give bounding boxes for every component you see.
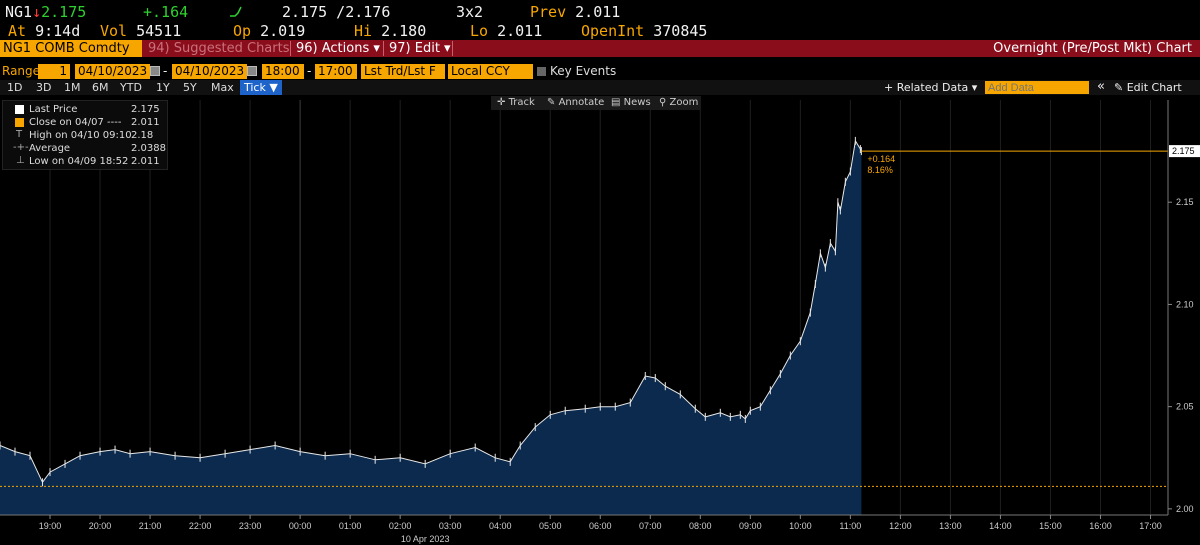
period-1y[interactable]: 1Y [156,81,170,94]
bid-ask: 2.175 /2.176 [282,3,391,21]
last-price-tag-bg [1169,145,1200,158]
quote-line-2: At 9:14d [8,22,81,40]
track-tool[interactable]: ✛ Track [497,97,535,108]
last-time: 9:14d [35,22,81,40]
x-tick-label: 11:00 [839,521,861,531]
period-5y[interactable]: 5Y [183,81,197,94]
high-marker-icon: T [16,129,23,140]
x-tick-label: 23:00 [239,521,262,531]
key-events-checkbox[interactable] [537,67,546,76]
tick-dropdown[interactable]: Tick ▼ [240,80,282,95]
collapse-button[interactable]: « [1097,79,1105,94]
period-1m[interactable]: 1M [64,81,81,94]
high-price: Hi 2.180 [354,22,427,40]
x-tick-label: 08:00 [689,521,712,531]
bid-ask-size: 3x2 [456,3,484,21]
x-tick-label: 09:00 [739,521,762,531]
net-change: +.164 [143,3,189,21]
period-max[interactable]: Max [211,81,234,94]
suggested-charts-menu[interactable]: 94) Suggested Charts [148,41,290,56]
related-data-menu[interactable]: + Related Data ▾ [884,81,978,94]
x-tick-label: 02:00 [389,521,412,531]
x-tick-label: 06:00 [589,521,612,531]
add-data-input[interactable] [985,81,1089,94]
period-ytd[interactable]: YTD [120,81,142,94]
zoom-tool[interactable]: ⚲ Zoom [659,97,699,108]
volume: Vol 54511 [100,22,182,40]
calendar-icon[interactable] [150,66,160,76]
end-date-field[interactable]: 04/10/2023 [172,64,247,79]
x-tick-label: 07:00 [639,521,662,531]
x-tick-label: 17:00 [1139,521,1162,531]
open-interest: OpenInt 370845 [581,22,708,40]
open-price: Op 2.019 [233,22,306,40]
x-tick-label: 21:00 [139,521,162,531]
price-type-dropdown[interactable]: Lst Trd/Lst F [361,64,445,79]
end-time-field[interactable]: 17:00 [315,64,357,79]
y-tick-label: 2.00 [1176,504,1194,514]
average-marker-icon: -+- [13,142,29,153]
x-tick-label: 04:00 [489,521,512,531]
chart-legend: Last Price 2.175 Close on 04/07 ---- 2.0… [2,100,168,170]
x-tick-label: 05:00 [539,521,562,531]
x-tick-label: 14:00 [989,521,1012,531]
change-pct-annotation: 8.16% [867,165,893,175]
low-price: Lo 2.011 [470,22,543,40]
period-3d[interactable]: 3D [36,81,52,94]
low-marker-icon: ⊥ [16,155,25,166]
x-axis-date-label: 10 Apr 2023 [401,534,450,544]
y-tick-label: 2.10 [1176,299,1194,309]
range-label: Range [2,64,41,78]
period-bar: 1D 3D 1M 6M YTD 1Y 5Y Max Tick ▼ + Relat… [0,80,1200,95]
key-events-label: Key Events [550,64,617,78]
period-6m[interactable]: 6M [92,81,109,94]
y-tick-label: 2.15 [1176,197,1194,207]
chart-toolbar: ✛ Track ✎ Annotate ▤ News ⚲ Zoom [491,96,701,110]
start-time-field[interactable]: 18:00 [262,64,304,79]
ticker: NG1 [5,3,33,21]
start-date-field[interactable]: 04/10/2023 [75,64,150,79]
period-1d[interactable]: 1D [7,81,23,94]
function-menu-bar: NG1 COMB Comdty 94) Suggested Charts 96)… [0,40,1200,57]
x-tick-label: 15:00 [1039,521,1062,531]
security-field[interactable]: NG1 COMB Comdty [0,40,142,57]
edit-chart-button[interactable]: ✎ Edit Chart [1114,81,1182,94]
edit-menu[interactable]: 97) Edit ▾ [389,41,451,56]
x-tick-label: 16:00 [1089,521,1112,531]
range-bar: Range 1 04/10/2023 - 04/10/2023 18:00 - … [2,64,617,79]
x-tick-label: 20:00 [89,521,112,531]
chart-title: Overnight (Pre/Post Mkt) Chart [993,41,1192,56]
down-arrow-icon: ↓ [32,3,42,21]
x-tick-label: 19:00 [39,521,62,531]
annotate-tool[interactable]: ✎ Annotate [547,97,605,108]
last-price-tag: 2.175 [1172,146,1195,156]
quote-line-1: NG1↓2.175 [5,3,86,21]
currency-dropdown[interactable]: Local CCY [448,64,533,79]
change-annotation: +0.164 [867,154,895,164]
future-region [861,100,1168,515]
x-tick-label: 01:00 [339,521,362,531]
sparkline-icon [230,6,242,17]
x-tick-label: 13:00 [939,521,962,531]
range-number-field[interactable]: 1 [38,64,70,79]
news-tool[interactable]: ▤ News [611,97,651,108]
price-area [0,140,862,515]
x-tick-label: 10:00 [789,521,812,531]
prev-close: Prev 2.011 [530,3,621,21]
close-swatch [15,118,24,127]
calendar-icon[interactable] [247,66,257,76]
x-tick-label: 12:00 [889,521,912,531]
x-tick-label: 22:00 [189,521,212,531]
x-tick-label: 00:00 [289,521,312,531]
last-price: 2.175 [41,3,87,21]
last-price-swatch [15,105,24,114]
actions-menu[interactable]: 96) Actions ▾ [296,41,380,56]
y-tick-label: 2.05 [1176,402,1194,412]
x-tick-label: 03:00 [439,521,462,531]
